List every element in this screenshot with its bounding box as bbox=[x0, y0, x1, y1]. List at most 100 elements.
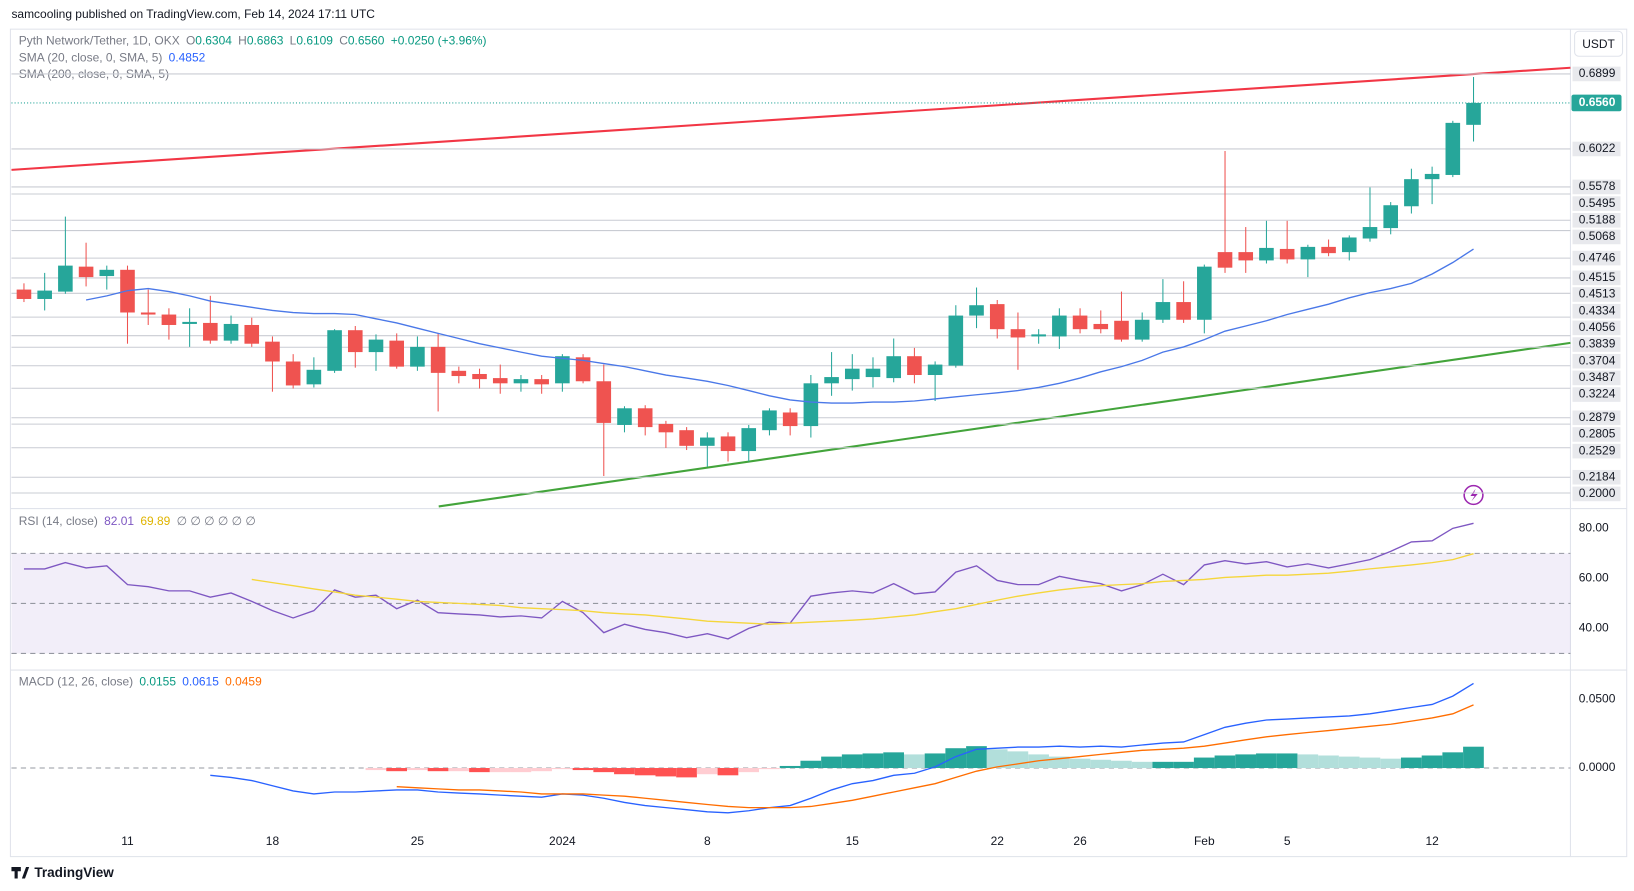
macd-histogram-bar bbox=[448, 768, 470, 772]
y-tick-label: 0.4515 bbox=[1579, 270, 1616, 284]
macd-histogram-bar bbox=[696, 768, 718, 775]
x-tick-label: 5 bbox=[1284, 834, 1291, 848]
sma-line bbox=[85, 248, 1474, 404]
candle-body bbox=[410, 346, 425, 367]
x-tick-label: 8 bbox=[704, 834, 711, 848]
macd-histogram-bar bbox=[1214, 755, 1236, 769]
candle-body bbox=[1424, 173, 1440, 180]
macd-histogram-bar bbox=[924, 753, 946, 769]
ohlc-key: O bbox=[186, 34, 195, 48]
ohlc-value: 0.6304 bbox=[195, 34, 232, 48]
ohlc-key: L bbox=[290, 34, 297, 48]
rsi-legend: RSI (14, close) 82.01 69.89 ∅ ∅ ∅ ∅ ∅ ∅ bbox=[19, 514, 256, 528]
candle-body bbox=[16, 289, 32, 299]
y-tick-label: 0.3839 bbox=[1579, 337, 1616, 351]
x-tick-label: 12 bbox=[1425, 834, 1439, 848]
candle-body bbox=[596, 381, 612, 423]
price-label-bg bbox=[1572, 66, 1621, 82]
y-tick-label: 80.00 bbox=[1579, 521, 1609, 535]
macd-histogram-bar bbox=[903, 754, 925, 769]
y-tick-label: 0.3487 bbox=[1579, 370, 1616, 384]
candle-body bbox=[1114, 320, 1129, 340]
candle-body bbox=[907, 356, 922, 376]
price-label-bg bbox=[1572, 179, 1621, 195]
macd-histogram-bar bbox=[779, 765, 801, 769]
candle-body bbox=[244, 324, 260, 344]
x-tick-label: 2024 bbox=[549, 834, 576, 848]
currency[interactable]: USDT bbox=[1582, 37, 1615, 51]
price-label-bg bbox=[1572, 387, 1621, 402]
ohlc-value: 0.6863 bbox=[247, 34, 284, 48]
y-tick-label: 0.5578 bbox=[1579, 179, 1616, 193]
candle-body bbox=[513, 379, 529, 384]
candle-body bbox=[1197, 266, 1212, 320]
macd-histogram-bar bbox=[1152, 761, 1174, 769]
macd-histogram-bar bbox=[572, 768, 594, 771]
macd-line bbox=[210, 682, 1474, 814]
y-tick-label: 40.00 bbox=[1579, 621, 1609, 635]
price-label-bg bbox=[1572, 370, 1621, 386]
macd-histogram-bar bbox=[676, 768, 697, 778]
candle-body bbox=[265, 341, 280, 362]
macd-histogram-bar bbox=[841, 754, 863, 769]
price-label-bg bbox=[1572, 141, 1621, 157]
last-price-label: 0.6560 bbox=[1579, 95, 1616, 109]
macd-histogram-bar bbox=[1442, 752, 1464, 769]
candle-body bbox=[700, 437, 715, 446]
candle-body bbox=[285, 361, 301, 386]
rsi-line bbox=[251, 553, 1474, 625]
candle-body bbox=[430, 346, 446, 373]
macd-histogram-bar bbox=[1131, 761, 1153, 769]
rsi-line bbox=[23, 522, 1474, 640]
candle-body bbox=[886, 356, 901, 379]
event-icon[interactable] bbox=[1463, 484, 1484, 506]
price-label-bg bbox=[1572, 469, 1621, 485]
candle-body bbox=[803, 383, 819, 427]
y-tick-label: 0.0000 bbox=[1579, 760, 1616, 774]
y-tick-label: 0.4056 bbox=[1579, 320, 1616, 334]
macd-histogram-bar bbox=[986, 749, 1008, 769]
y-tick-label: 0.2184 bbox=[1579, 469, 1616, 483]
macd-signal-value: 0.0459 bbox=[225, 675, 262, 689]
macd-histogram-bar bbox=[614, 768, 635, 775]
sma-name: SMA (20, close, 0, SMA, 5) bbox=[19, 51, 163, 65]
price-label-bg bbox=[1572, 212, 1621, 228]
candle-body bbox=[140, 312, 156, 315]
candle-body bbox=[617, 408, 632, 425]
x-tick-label: 11 bbox=[121, 834, 134, 848]
macd-histogram-bar bbox=[1276, 753, 1298, 769]
y-tick-label: 0.5068 bbox=[1579, 229, 1616, 243]
frame bbox=[9, 28, 1628, 858]
y-tick-label: 0.0500 bbox=[1579, 691, 1616, 705]
candle-body bbox=[58, 265, 73, 292]
change: +0.0250 (+3.96%) bbox=[391, 34, 487, 48]
candle-body bbox=[1383, 205, 1398, 229]
macd-histogram-bar bbox=[1380, 758, 1401, 769]
logo: TradingView bbox=[34, 865, 114, 880]
macd-histogram-bar bbox=[945, 748, 967, 769]
macd-histogram-bar bbox=[427, 768, 449, 772]
macd-histogram-bar bbox=[862, 753, 884, 769]
macd-histogram-bar bbox=[406, 768, 428, 771]
macd-hist-value: 0.0155 bbox=[139, 675, 176, 689]
x-tick-label: 26 bbox=[1073, 834, 1087, 848]
candle-body bbox=[844, 368, 860, 380]
macd-histogram-bar bbox=[1463, 746, 1484, 769]
y-tick-label: 0.3224 bbox=[1579, 387, 1616, 401]
macd-title: MACD (12, 26, close) bbox=[19, 675, 133, 689]
candle-body bbox=[78, 266, 94, 278]
y-tick-label: 0.5495 bbox=[1579, 196, 1616, 210]
candle-body bbox=[203, 322, 218, 341]
macd-histogram-bar bbox=[1359, 757, 1381, 769]
price-label-bg bbox=[1572, 270, 1621, 286]
y-tick-label: 0.4334 bbox=[1579, 303, 1616, 317]
candle-body bbox=[492, 378, 508, 384]
macd-histogram-bar bbox=[1297, 754, 1319, 769]
ohlc-key: H bbox=[238, 34, 247, 48]
symbol: Pyth Network/Tether, 1D, OKX bbox=[19, 34, 180, 48]
macd-histogram-bar bbox=[593, 768, 615, 773]
price-label-bg bbox=[1572, 337, 1621, 352]
currency-button[interactable] bbox=[1574, 30, 1624, 57]
price-label-bg bbox=[1572, 287, 1621, 302]
